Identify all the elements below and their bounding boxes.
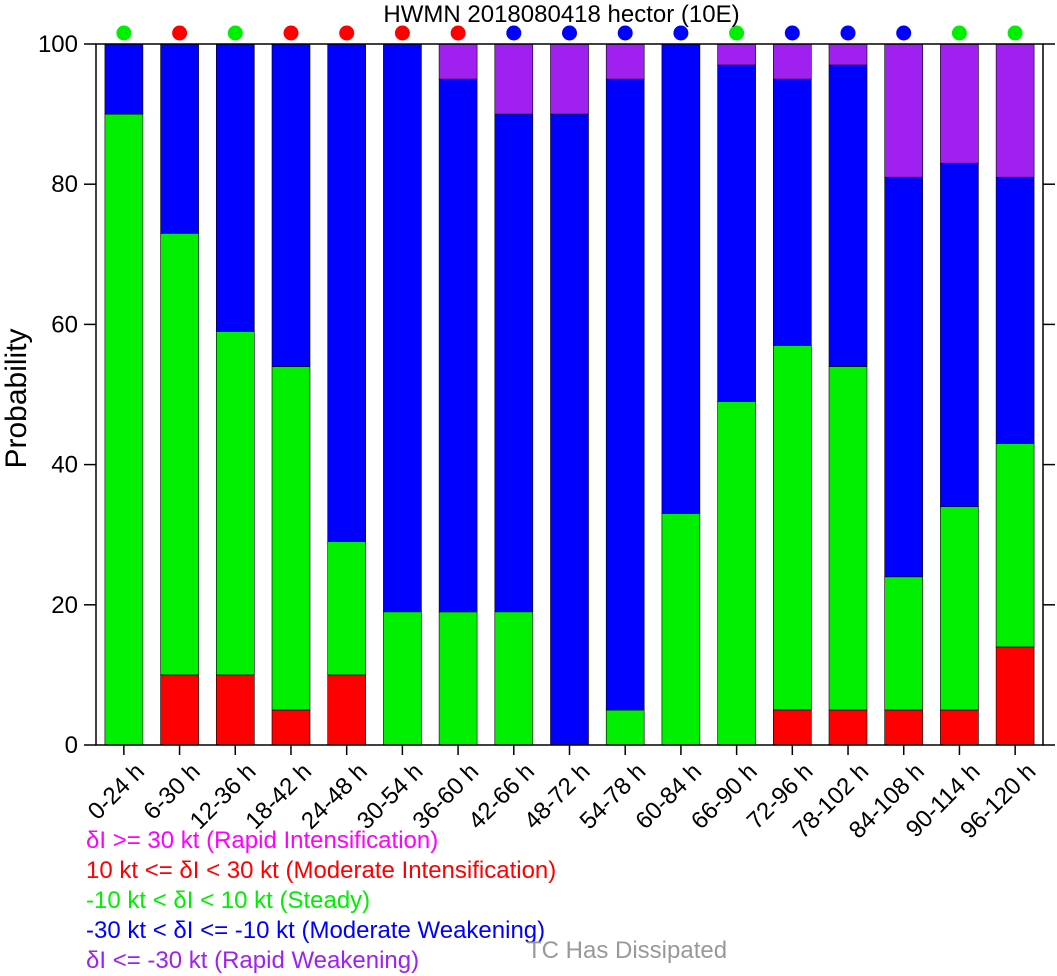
bar-segment-3-6	[438, 78, 478, 613]
bar-segment-1-16	[995, 646, 1035, 746]
category-marker-7	[506, 25, 522, 41]
bar-segment-4-16	[995, 43, 1035, 178]
bar-segment-3-2	[216, 43, 255, 332]
bar-segment-1-2	[216, 674, 255, 746]
bar-segment-2-2	[216, 331, 255, 676]
category-marker-1	[172, 25, 188, 41]
bar-segment-4-6	[438, 43, 478, 80]
category-marker-16	[1007, 25, 1023, 41]
category-marker-8	[562, 25, 577, 41]
category-marker-4	[339, 25, 355, 41]
bar-segment-2-12	[772, 345, 812, 711]
bar-segment-1-13	[828, 709, 868, 746]
bar-segment-3-15	[940, 162, 979, 507]
bar-segment-3-10	[661, 43, 701, 515]
bar-segment-4-15	[940, 43, 979, 164]
bar-segment-2-9	[605, 709, 645, 746]
category-marker-11	[729, 25, 745, 41]
bar-segment-2-14	[884, 576, 924, 711]
category-marker-0	[116, 25, 132, 41]
bar-segment-1-1	[160, 674, 199, 746]
legend: δI >= 30 kt (Rapid Intensification) 10 kt…	[86, 826, 556, 976]
y-tick-label-2: 40	[51, 452, 78, 479]
bar-segment-3-11	[717, 64, 756, 402]
bar-segment-3-0	[104, 43, 144, 115]
bar-segment-1-4	[327, 674, 367, 746]
category-marker-5	[394, 25, 410, 41]
bar-segment-3-9	[605, 78, 645, 711]
bar-segment-3-1	[160, 43, 199, 234]
bars-layer	[104, 43, 1035, 746]
bar-segment-1-14	[884, 709, 924, 746]
bar-segment-4-11	[717, 43, 756, 66]
x-axis: 0-24 h6-30 h12-36 h18-42 h24-48 h30-54 h…	[83, 745, 1041, 844]
y-tick-label-4: 80	[51, 171, 78, 198]
bar-segment-2-0	[104, 113, 144, 746]
bar-segment-3-14	[884, 176, 924, 578]
x-tick-label-0: 0-24 h	[83, 758, 150, 825]
chart-title: HWMN 2018080418 hector (10E)	[383, 1, 739, 28]
bar-segment-2-13	[828, 366, 868, 711]
bar-segment-2-16	[995, 443, 1035, 648]
bar-segment-2-5	[383, 611, 422, 746]
bar-segment-2-4	[327, 541, 367, 676]
bar-segment-3-16	[995, 176, 1035, 444]
bar-segment-4-12	[772, 43, 812, 80]
markers-layer	[116, 25, 1023, 41]
bar-segment-4-7	[494, 43, 534, 115]
bar-segment-3-4	[327, 43, 367, 543]
category-marker-15	[951, 25, 967, 41]
category-marker-2	[227, 25, 243, 41]
legend-item-3: -30 kt < δI <= -10 kt (Moderate Weakenin…	[86, 917, 546, 944]
bar-segment-4-8	[550, 43, 589, 115]
bar-segment-2-3	[271, 366, 311, 711]
y-tick-label-0: 0	[65, 732, 78, 759]
bar-segment-2-10	[661, 513, 701, 746]
bar-segment-3-3	[271, 43, 311, 367]
y-tick-label-1: 20	[51, 592, 78, 619]
bar-segment-3-12	[772, 78, 812, 346]
bar-segment-3-13	[828, 64, 868, 367]
bar-segment-3-7	[494, 113, 534, 613]
bar-segment-4-9	[605, 43, 645, 80]
bar-segment-4-14	[884, 43, 924, 178]
y-tick-label-5: 100	[38, 31, 78, 58]
legend-item-0: δI >= 30 kt (Rapid Intensification)	[86, 827, 439, 854]
category-marker-3	[283, 25, 299, 41]
y-axis: 0 20 40 60 80 100	[38, 31, 1055, 759]
bar-segment-2-15	[940, 506, 979, 711]
bar-segment-1-15	[940, 709, 979, 746]
category-marker-6	[450, 25, 466, 41]
category-marker-13	[840, 25, 856, 41]
bar-segment-3-5	[383, 43, 422, 613]
category-marker-12	[784, 25, 800, 41]
legend-item-2: -10 kt < δI < 10 kt (Steady)	[86, 887, 371, 914]
bar-segment-3-8	[550, 113, 589, 746]
y-axis-label: Probability	[0, 328, 33, 468]
y-tick-label-3: 60	[51, 311, 78, 338]
bar-segment-2-1	[160, 233, 199, 676]
bar-segment-4-13	[828, 43, 868, 66]
bar-segment-1-12	[772, 709, 812, 746]
legend-dissipated: TC Has Dissipated	[527, 937, 728, 964]
legend-item-4: δI <= -30 kt (Rapid Weakening)	[86, 947, 420, 974]
bar-segment-2-6	[438, 611, 478, 746]
category-marker-10	[673, 25, 689, 41]
bar-segment-2-11	[717, 401, 756, 746]
bar-segment-1-3	[271, 709, 311, 746]
bar-segment-2-7	[494, 611, 534, 746]
legend-item-1: 10 kt <= δI < 30 kt (Moderate Intensific…	[86, 857, 557, 884]
category-marker-9	[617, 25, 633, 41]
category-marker-14	[896, 25, 912, 41]
